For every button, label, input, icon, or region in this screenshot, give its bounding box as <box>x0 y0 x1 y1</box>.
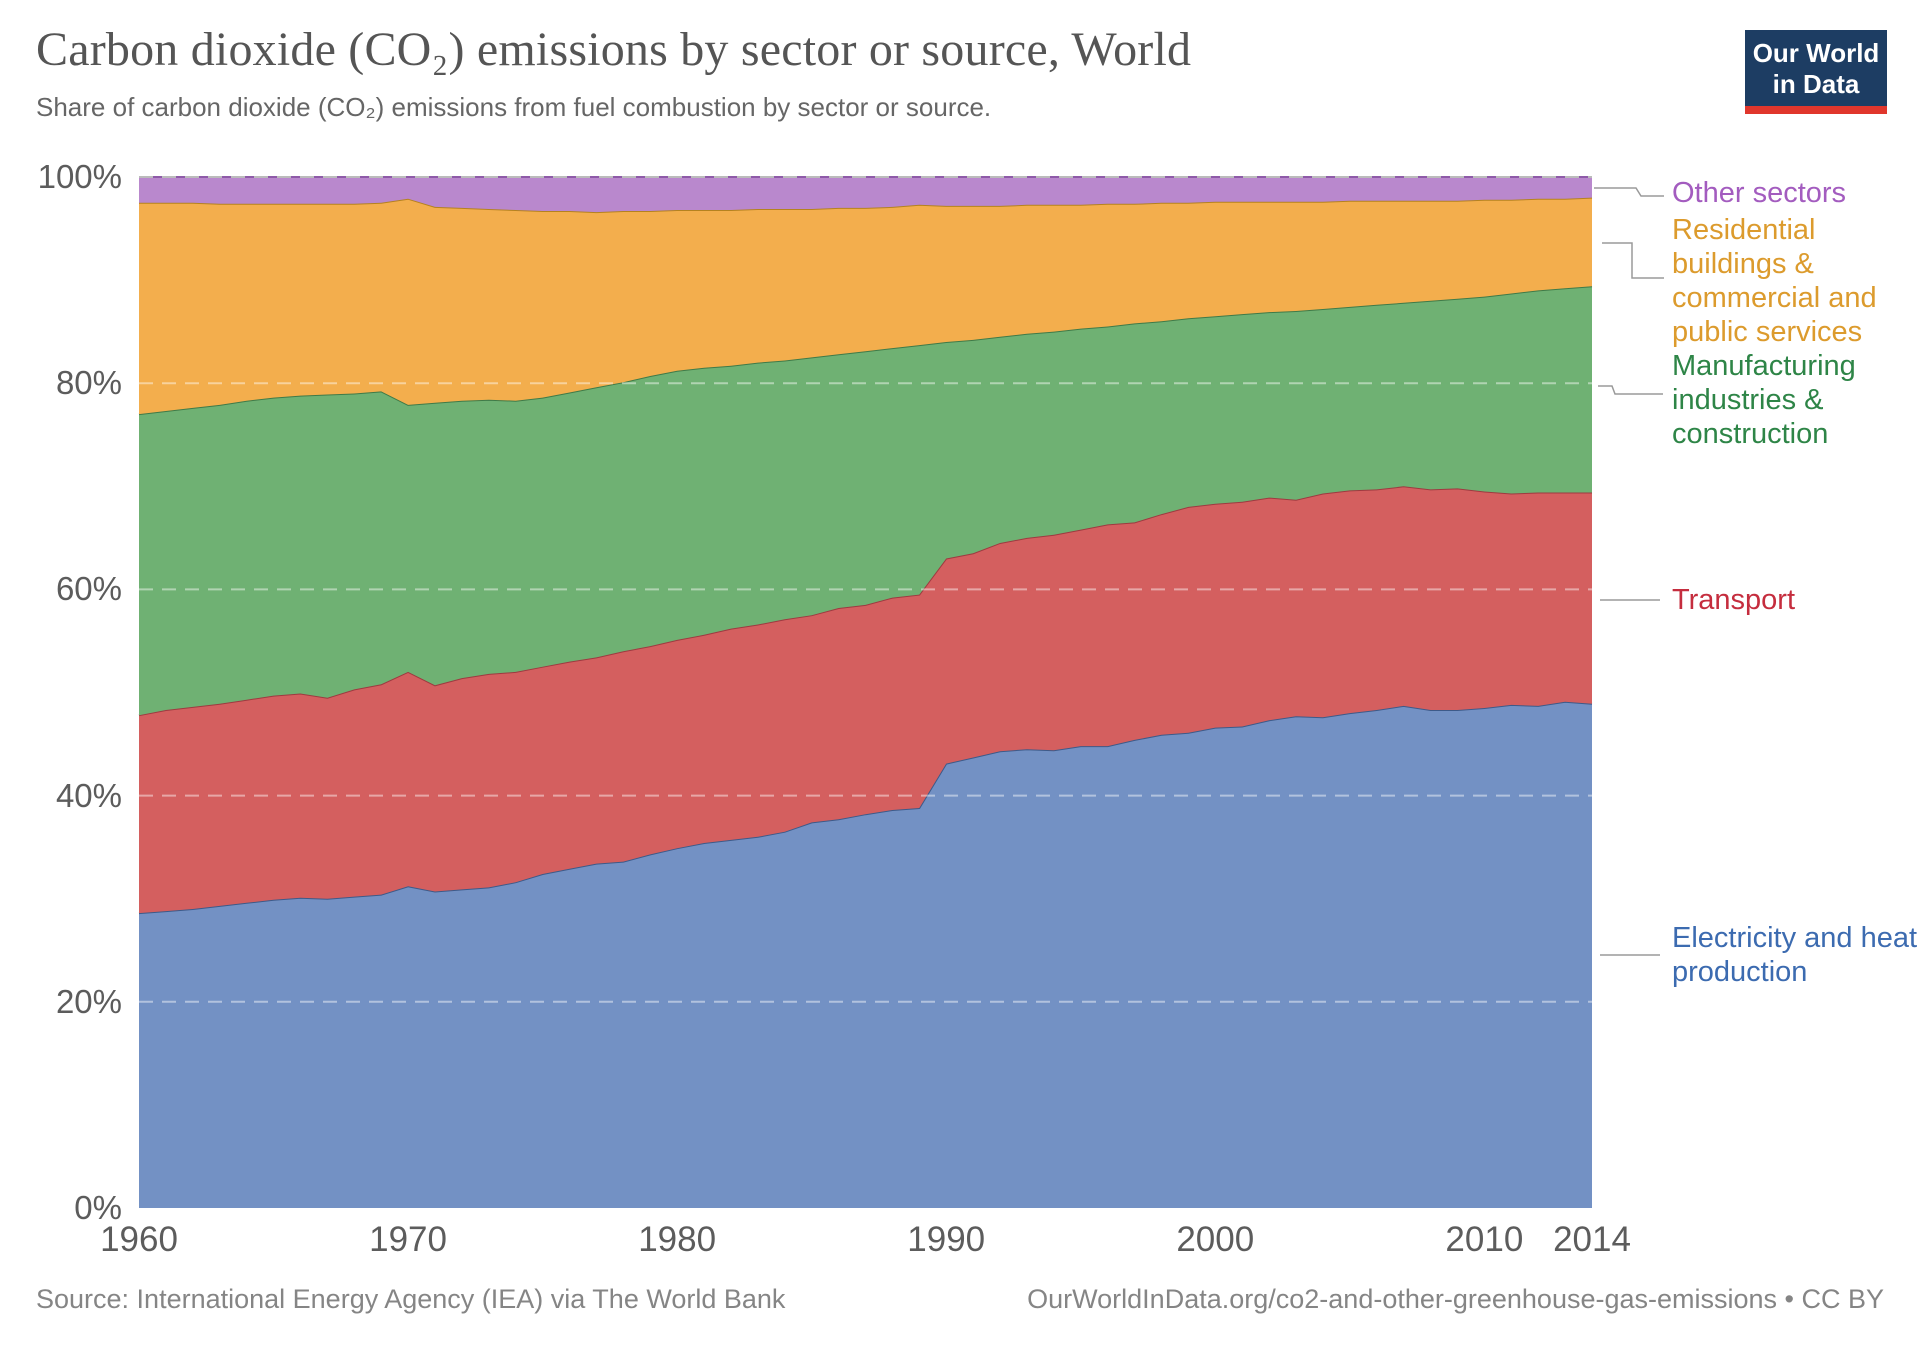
legend-item-0[interactable]: Electricity and heat production <box>1672 922 1918 988</box>
chart-subtitle: Share of carbon dioxide (CO₂) emissions … <box>36 92 992 122</box>
x-tick-label: 1990 <box>907 1220 986 1259</box>
y-tick-label: 0% <box>74 1189 122 1226</box>
owid-logo-line1: Our World <box>1752 38 1880 68</box>
x-tick-label: 1970 <box>369 1220 447 1259</box>
y-tick-label: 100% <box>37 158 122 195</box>
chart-title: Carbon dioxide (CO₂) emissions by sector… <box>36 23 1192 76</box>
legend-item-1[interactable]: Transport <box>1672 584 1796 616</box>
x-tick-label: 1960 <box>100 1220 178 1259</box>
legend-connector <box>1594 187 1664 197</box>
x-tick-label: 2000 <box>1176 1220 1255 1259</box>
x-tick-label: 1980 <box>638 1220 717 1259</box>
area-4[interactable] <box>139 177 1592 213</box>
legend-item-4[interactable]: Other sectors <box>1672 177 1847 209</box>
y-tick-label: 80% <box>55 364 122 402</box>
x-tick-label: 2010 <box>1445 1220 1524 1259</box>
legend-connector <box>1598 385 1663 395</box>
legend-connector <box>1602 242 1664 279</box>
y-tick-label: 60% <box>55 570 122 608</box>
x-tick-label: 2014 <box>1553 1220 1631 1259</box>
area-0[interactable] <box>139 701 1592 1208</box>
area-1[interactable] <box>139 486 1592 914</box>
legend-item-2[interactable]: Manufacturing industries & construction <box>1672 350 1856 450</box>
footer-link[interactable]: OurWorldInData.org/co2-and-other-greenho… <box>1027 1284 1884 1314</box>
legend-item-3[interactable]: Residential buildings & commercial and p… <box>1672 214 1877 348</box>
owid-logo[interactable]: Our World in Data <box>1745 30 1887 114</box>
owid-logo-line2: in Data <box>1772 69 1860 99</box>
y-tick-label: 20% <box>55 982 122 1020</box>
y-tick-label: 40% <box>55 776 122 814</box>
area-2[interactable] <box>139 286 1592 716</box>
area-3[interactable] <box>139 197 1592 415</box>
footer-source: Source: International Energy Agency (IEA… <box>36 1284 786 1314</box>
